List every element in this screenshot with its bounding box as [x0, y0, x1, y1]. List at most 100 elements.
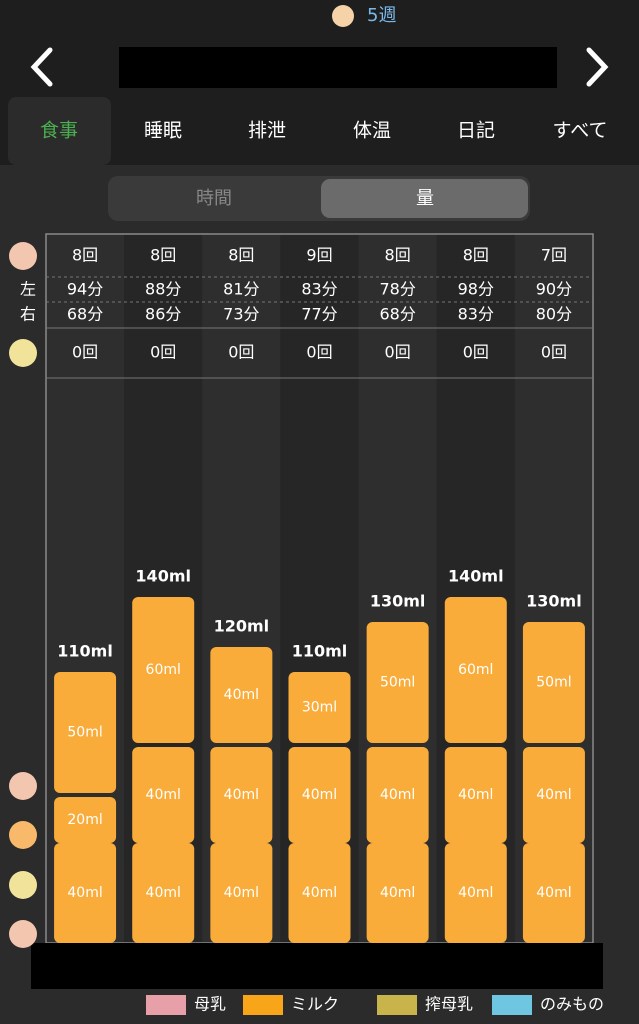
segment-label: 40ml [302, 885, 337, 901]
bar-segment [54, 843, 117, 943]
segment-label: 40ml [536, 885, 571, 901]
total-label: 110ml [292, 642, 348, 661]
tab[interactable]: すべて [553, 120, 608, 142]
bar-segment [522, 843, 585, 943]
legend-label: 母乳 [194, 995, 226, 1014]
redacted-title [119, 47, 557, 88]
table-cell: 90分 [536, 280, 572, 299]
segment-label: 40ml [302, 787, 337, 803]
bottle-icon [9, 821, 37, 849]
table-cell: 0回 [463, 343, 489, 362]
bar-segment [132, 747, 195, 843]
prev-button[interactable] [30, 47, 53, 87]
segment-label: 40ml [146, 885, 181, 901]
table-cell: 8回 [150, 246, 176, 265]
bar-segment [288, 672, 351, 743]
table-cell: 94分 [67, 280, 103, 299]
segment-label: 20ml [67, 812, 102, 828]
table-cell: 83分 [301, 280, 337, 299]
total-label: 140ml [135, 567, 191, 586]
bar-segment [54, 797, 117, 843]
bar-segment [366, 843, 429, 943]
bar-segment [132, 843, 195, 943]
table-cell: 78分 [379, 280, 415, 299]
bar-segment [444, 597, 507, 743]
table-cell: 0回 [150, 343, 176, 362]
next-button[interactable] [586, 47, 609, 87]
table-cell: 68分 [67, 305, 103, 324]
table-cell: 88分 [145, 280, 181, 299]
toggle-option[interactable]: 量 [416, 188, 434, 209]
redacted-bottom [31, 943, 603, 989]
active-tab [8, 97, 111, 165]
bar-segment [288, 843, 351, 943]
segment-label: 50ml [380, 675, 415, 691]
nursing-icon [9, 772, 37, 800]
toggle-active [321, 179, 528, 218]
table-cell: 8回 [228, 246, 254, 265]
tab[interactable]: 体温 [353, 120, 391, 142]
pumped-icon [9, 339, 37, 367]
tab[interactable]: 日記 [457, 120, 495, 142]
total-label: 130ml [526, 592, 582, 611]
table-cell: 73分 [223, 305, 259, 324]
segment-label: 30ml [302, 700, 337, 716]
table-cell: 8回 [72, 246, 98, 265]
segment-label: 40ml [146, 787, 181, 803]
side-label: 左 [20, 280, 36, 299]
pumped-icon [9, 871, 37, 899]
segment-label: 40ml [67, 885, 102, 901]
side-label: 右 [20, 305, 36, 324]
segment-label: 50ml [536, 675, 571, 691]
table-cell: 7回 [541, 246, 567, 265]
bar-segment [210, 747, 273, 843]
table-cell: 9回 [306, 246, 332, 265]
table-cell: 86分 [145, 305, 181, 324]
tab[interactable]: 食事 [40, 120, 78, 142]
segment-label: 40ml [224, 885, 259, 901]
row-icons [9, 242, 37, 948]
bar-segment [444, 843, 507, 943]
segment-label: 40ml [224, 687, 259, 703]
table-cell: 68分 [379, 305, 415, 324]
chart: 左右 8回 94分 68分 0回 40ml 20ml 50ml 110ml 8回 88分 86分 0回 4… [20, 233, 594, 944]
table-cell: 77分 [301, 305, 337, 324]
bar-segment [132, 597, 195, 743]
table-cell: 81分 [223, 280, 259, 299]
bar-segment [444, 747, 507, 843]
table-cell: 0回 [306, 343, 332, 362]
table-cell: 8回 [385, 246, 411, 265]
legend-swatch [146, 995, 186, 1015]
tab[interactable]: 睡眠 [144, 120, 182, 142]
legend-label: のみもの [540, 995, 604, 1014]
segment-label: 40ml [224, 787, 259, 803]
segment-label: 40ml [458, 787, 493, 803]
legend-swatch [243, 995, 283, 1015]
table-cell: 0回 [228, 343, 254, 362]
total-label: 120ml [214, 617, 270, 636]
table-cell: 0回 [541, 343, 567, 362]
bar-segment [288, 747, 351, 843]
segment-label: 40ml [536, 787, 571, 803]
bar-segment [366, 747, 429, 843]
bar-segment [522, 747, 585, 843]
segment-label: 50ml [67, 725, 102, 741]
segment-label: 60ml [458, 662, 493, 678]
tab[interactable]: 排泄 [248, 120, 286, 142]
segment-label: 40ml [380, 885, 415, 901]
bar-segment [210, 843, 273, 943]
legend-label: ミルク [291, 995, 339, 1014]
table-cell: 0回 [385, 343, 411, 362]
total-label: 110ml [57, 642, 113, 661]
legend-label: 搾母乳 [425, 995, 473, 1014]
legend-swatch [377, 995, 417, 1015]
bar-segment [54, 672, 117, 793]
toggle-option[interactable]: 時間 [196, 188, 232, 209]
table-cell: 83分 [458, 305, 494, 324]
segment-label: 40ml [380, 787, 415, 803]
week-label: 5週 [367, 5, 396, 26]
bar-segment [210, 647, 273, 743]
bar-segment [366, 622, 429, 743]
segment-label: 60ml [146, 662, 181, 678]
